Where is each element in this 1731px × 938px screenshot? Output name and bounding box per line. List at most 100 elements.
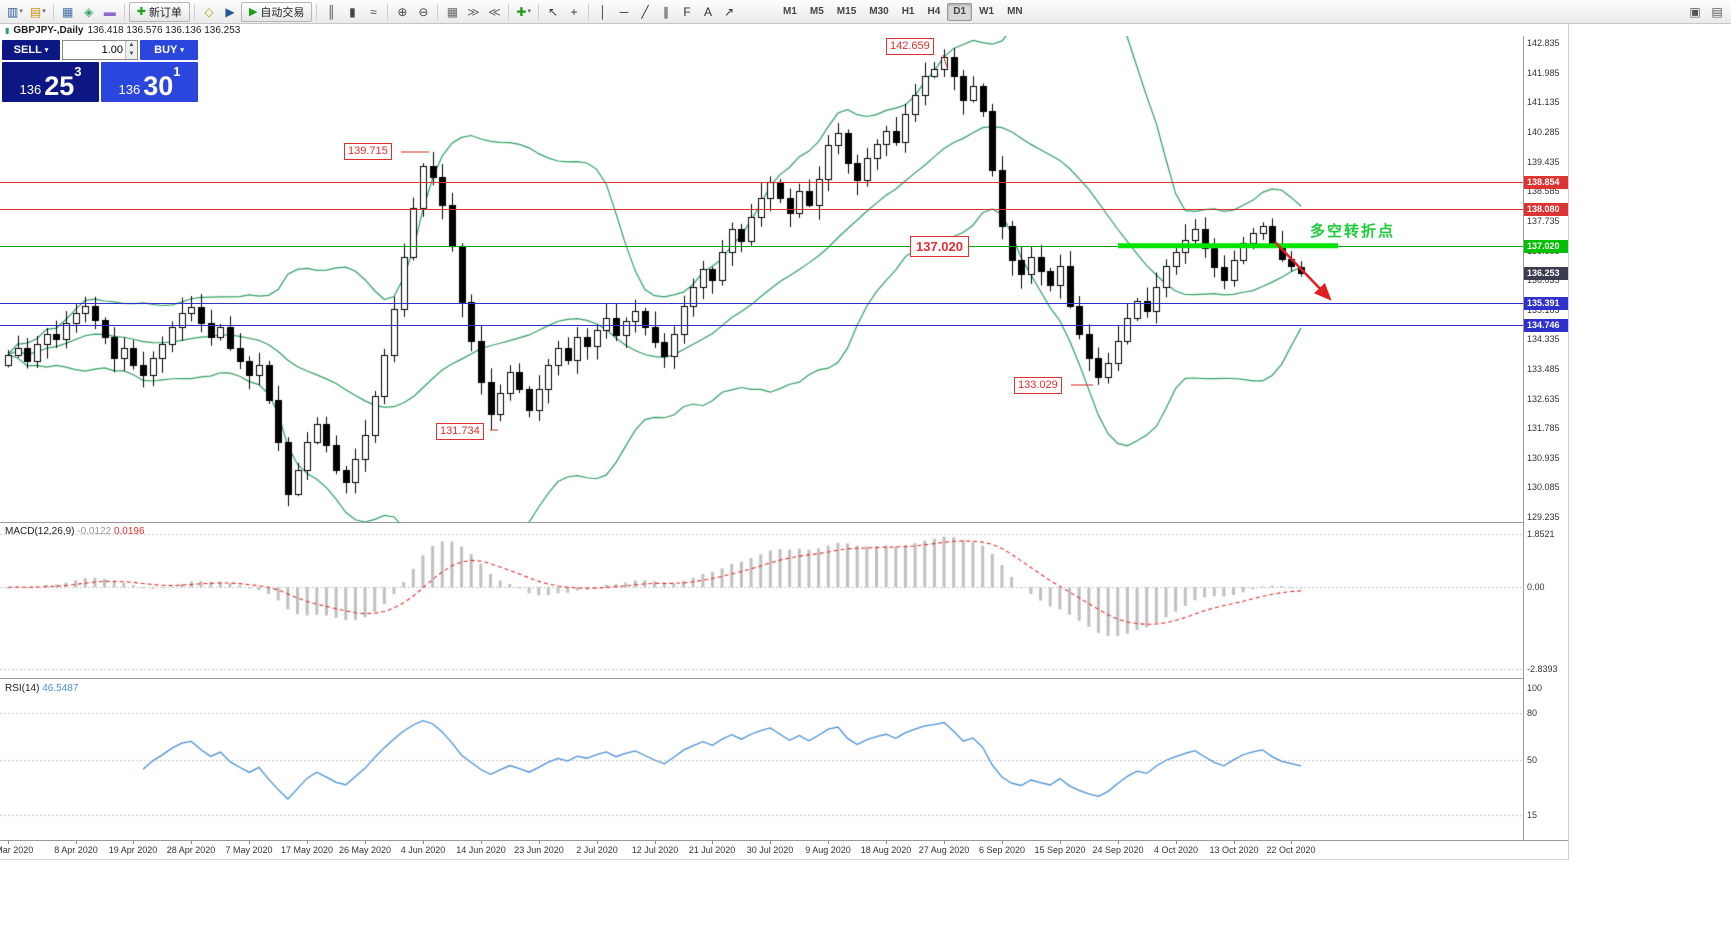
price-tick-label: 131.785	[1527, 423, 1560, 433]
date-tick-label: 4 Oct 2020	[1153, 845, 1199, 855]
dropdown-caret-icon: ▾	[19, 8, 23, 15]
toolbar-right-group: ▣ ▤	[1685, 2, 1727, 22]
timeframe-m15[interactable]: M15	[836, 6, 857, 17]
date-tick-mark	[1176, 841, 1177, 844]
new-order-button[interactable]: ✚ 新订单	[128, 1, 190, 22]
volume-increase-button[interactable]: ▲	[126, 41, 137, 50]
macd-rsi-separator[interactable]	[0, 678, 1568, 679]
zoom-out-icon[interactable]: ⊖	[413, 2, 433, 22]
buy-button-label: BUY	[154, 44, 178, 56]
buy-button[interactable]: BUY ▾	[140, 40, 198, 60]
fibonacci-icon[interactable]: F	[677, 2, 697, 22]
date-tick-mark	[423, 841, 424, 844]
rsi-scale-label: 80	[1527, 708, 1538, 718]
date-tick-label: 22 Oct 2020	[1266, 845, 1316, 855]
zoom-in-icon[interactable]: ⊕	[392, 2, 412, 22]
profiles-icon[interactable]: ▤ ▾	[27, 2, 49, 22]
price-level-badge: 134.746	[1524, 319, 1568, 332]
price-tick-label: 129.235	[1527, 512, 1560, 522]
price-macd-separator[interactable]	[0, 522, 1568, 523]
date-tick-label: 4 Jun 2020	[400, 845, 446, 855]
navigator-icon-glyph: ▬	[103, 4, 116, 19]
autotrading-icon: ▶	[248, 6, 258, 18]
cursor-icon[interactable]: ↖	[543, 2, 563, 22]
date-tick-label: 14 Jun 2020	[456, 845, 506, 855]
toolbar: ▥ ▾ ▤ ▾ ▦ ◈ ▬ ✚ 新订单 ◇ ▶ ▶ 自动交易 ║ ▮ ≈ ⊕ ⊖ ▦ ≫ ≪ ✚ ▾ ↖ + │ ─ ╱ ∥ F A ↗ M1 M…	[0, 0, 1731, 24]
date-tick-mark	[770, 841, 771, 844]
timeframe-w1[interactable]: W1	[979, 6, 995, 17]
vline-icon[interactable]: │	[593, 2, 613, 22]
auto-scroll-icon[interactable]: ≫	[463, 2, 483, 22]
date-tick-mark	[597, 841, 598, 844]
volume-decrease-button[interactable]: ▼	[126, 50, 137, 59]
timeframe-m30[interactable]: M30	[869, 6, 889, 17]
date-tick-label: 2 Jul 2020	[576, 845, 618, 855]
chart-shift-icon[interactable]: ≪	[484, 2, 504, 22]
toolbar-separator	[508, 3, 510, 20]
autotrading-button[interactable]: ▶ 自动交易	[240, 1, 313, 22]
buy-price-display[interactable]: 136 30 1	[101, 62, 198, 102]
dropdown-caret-icon: ▾	[42, 8, 46, 15]
new-chart-icon[interactable]: ▥ ▾	[4, 2, 26, 22]
date-tick-label: 26 May 2020	[338, 845, 392, 855]
date-tick-label: 6 Sep 2020	[978, 845, 1026, 855]
date-tick-label: 18 Aug 2020	[860, 845, 912, 855]
timeframe-d1[interactable]: D1	[947, 2, 973, 21]
toolbar-separator	[193, 3, 195, 20]
channel-icon[interactable]: ∥	[656, 2, 676, 22]
date-tick-label: 21 Jul 2020	[688, 845, 736, 855]
arrows-icon[interactable]: ↗	[719, 2, 739, 22]
date-tick-label: 28 Apr 2020	[166, 845, 216, 855]
date-tick-label: 13 Oct 2020	[1209, 845, 1259, 855]
date-tick-mark	[944, 841, 945, 844]
timeframe-h1[interactable]: H1	[901, 6, 915, 17]
cursor-icon-glyph: ↖	[547, 4, 559, 19]
price-level-badge: 138.854	[1524, 176, 1568, 189]
hline-icon[interactable]: ─	[614, 2, 634, 22]
symbol-bar: ▮ GBPJPY-,Daily 136.418 136.576 136.136 …	[5, 25, 240, 36]
arrange-windows-icon[interactable]: ▣	[1685, 2, 1705, 22]
market-watch-icon[interactable]: ▦	[58, 2, 78, 22]
chart-bars-icon-glyph: ║	[327, 4, 336, 19]
data-window-icon[interactable]: ◈	[79, 2, 99, 22]
toolbar-separator	[387, 3, 389, 20]
date-axis[interactable]: 30 Mar 2020 8 Apr 2020 19 Apr 2020 28 Apr 2…	[0, 840, 1568, 859]
price-scale[interactable]: 142.835 141.985 141.135 140.285 139.435 138.5…	[1523, 36, 1568, 840]
ohlc-values-label: 136.418 136.576 136.136 136.253	[87, 25, 241, 36]
rsi-scale-label: 50	[1527, 755, 1538, 765]
autotrading-button-label: 自动交易	[260, 6, 305, 19]
arrows-icon-glyph: ↗	[723, 4, 735, 19]
metaeditor-icon[interactable]: ◇	[199, 2, 219, 22]
chart-shift-icon-glyph: ≪	[488, 4, 501, 19]
zoom-out-icon-glyph: ⊖	[418, 4, 429, 19]
chart-candles-icon[interactable]: ▮	[342, 2, 362, 22]
chart-symbol-icon: ▮	[5, 26, 10, 35]
price-tick-label: 141.135	[1527, 97, 1560, 107]
chart-bars-icon[interactable]: ║	[321, 2, 341, 22]
date-tick-mark	[8, 841, 9, 844]
sell-button[interactable]: SELL ▾	[2, 40, 60, 60]
sell-price-display[interactable]: 136 25 3	[2, 62, 99, 102]
indicators-icon[interactable]: ✚ ▾	[513, 2, 534, 22]
toolbar-separator	[587, 3, 589, 20]
timeframe-mn[interactable]: MN	[1007, 6, 1023, 17]
sell-button-label: SELL	[13, 44, 42, 56]
volume-input[interactable]	[63, 41, 125, 59]
tile-windows-icon[interactable]: ▦	[442, 2, 462, 22]
timeframe-h4[interactable]: H4	[927, 6, 941, 17]
price-chart-canvas[interactable]	[0, 36, 1523, 838]
toolbars-menu-icon[interactable]: ▤	[1707, 2, 1727, 22]
text-icon[interactable]: A	[698, 2, 718, 22]
trendline-icon[interactable]: ╱	[635, 2, 655, 22]
strategy-tester-icon[interactable]: ▶	[220, 2, 240, 22]
timeframe-m1[interactable]: M1	[782, 6, 797, 17]
crosshair-icon[interactable]: +	[564, 2, 584, 22]
toolbar-separator	[52, 3, 54, 20]
chart-candles-icon-glyph: ▮	[349, 4, 356, 19]
navigator-icon[interactable]: ▬	[100, 2, 120, 22]
rsi-value: 46.5487	[42, 683, 79, 694]
timeframe-m5[interactable]: M5	[809, 6, 824, 17]
rsi-name: RSI(14)	[5, 683, 40, 694]
chart-line-icon[interactable]: ≈	[363, 2, 383, 22]
date-tick-mark	[365, 841, 366, 844]
